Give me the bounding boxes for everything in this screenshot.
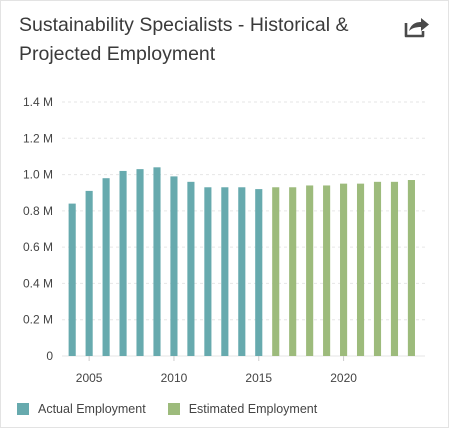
y-tick-label: 0.6 M xyxy=(23,240,53,254)
legend: Actual Employment Estimated Employment xyxy=(17,399,339,419)
y-tick-label: 0 xyxy=(46,349,53,363)
share-button[interactable] xyxy=(403,15,431,39)
legend-label-actual: Actual Employment xyxy=(38,402,146,416)
bar-actual[interactable] xyxy=(85,190,93,356)
bar-actual[interactable] xyxy=(238,187,246,356)
bar-actual[interactable] xyxy=(136,169,144,356)
bar-estimated[interactable] xyxy=(289,187,297,356)
x-tick-label: 2015 xyxy=(245,371,272,385)
bar-estimated[interactable] xyxy=(323,185,331,356)
y-tick-label: 1.4 M xyxy=(23,95,53,109)
bar-estimated[interactable] xyxy=(356,183,365,356)
chart-title: Sustainability Specialists - Historical … xyxy=(19,11,389,69)
bar-actual[interactable] xyxy=(170,176,178,356)
chart-title-line-1: Sustainability Specialists - Historical … xyxy=(19,14,349,36)
bar-estimated[interactable] xyxy=(306,185,314,356)
chart-title-line-2: Projected Employment xyxy=(19,43,216,65)
bar-estimated[interactable] xyxy=(340,183,348,356)
bar-actual[interactable] xyxy=(204,187,212,356)
bar-actual[interactable] xyxy=(119,170,127,356)
bar-actual[interactable] xyxy=(68,203,76,356)
bar-actual[interactable] xyxy=(102,178,110,356)
y-tick-label: 0.8 M xyxy=(23,204,53,218)
y-tick-label: 0.2 M xyxy=(23,313,53,327)
legend-swatch-estimated xyxy=(167,403,180,415)
y-tick-label: 1.2 M xyxy=(23,131,53,145)
legend-item-actual[interactable]: Actual Employment xyxy=(17,402,146,416)
bars xyxy=(68,167,415,356)
legend-swatch-actual xyxy=(17,403,29,415)
x-tick-label: 2005 xyxy=(76,371,103,385)
bar-actual[interactable] xyxy=(153,167,161,356)
bar-actual[interactable] xyxy=(187,181,195,356)
bar-estimated[interactable] xyxy=(390,181,399,356)
legend-item-estimated[interactable]: Estimated Employment xyxy=(167,402,318,416)
x-tick-label: 2010 xyxy=(161,371,188,385)
bar-actual[interactable] xyxy=(255,189,263,356)
x-axis-tick-labels: 2005 2010 2015 2020 xyxy=(76,356,357,385)
share-arrow-icon xyxy=(404,18,429,38)
y-tick-label: 1.0 M xyxy=(23,168,53,182)
bar-estimated[interactable] xyxy=(407,180,415,356)
bar-actual[interactable] xyxy=(221,187,229,356)
x-tick-label: 2020 xyxy=(330,371,357,385)
y-tick-label: 0.4 M xyxy=(23,276,53,290)
bar-estimated[interactable] xyxy=(272,187,280,356)
y-axis-tick-labels: 0 0.2 M 0.4 M 0.6 M 0.8 M 1.0 M 1.2 M 1.4 M xyxy=(23,95,53,363)
bar-estimated[interactable] xyxy=(373,181,382,356)
legend-label-estimated: Estimated Employment xyxy=(188,402,318,416)
employment-bar-chart: 0 0.2 M 0.4 M 0.6 M 0.8 M 1.0 M 1.2 M 1.4 M 200… xyxy=(23,95,425,385)
